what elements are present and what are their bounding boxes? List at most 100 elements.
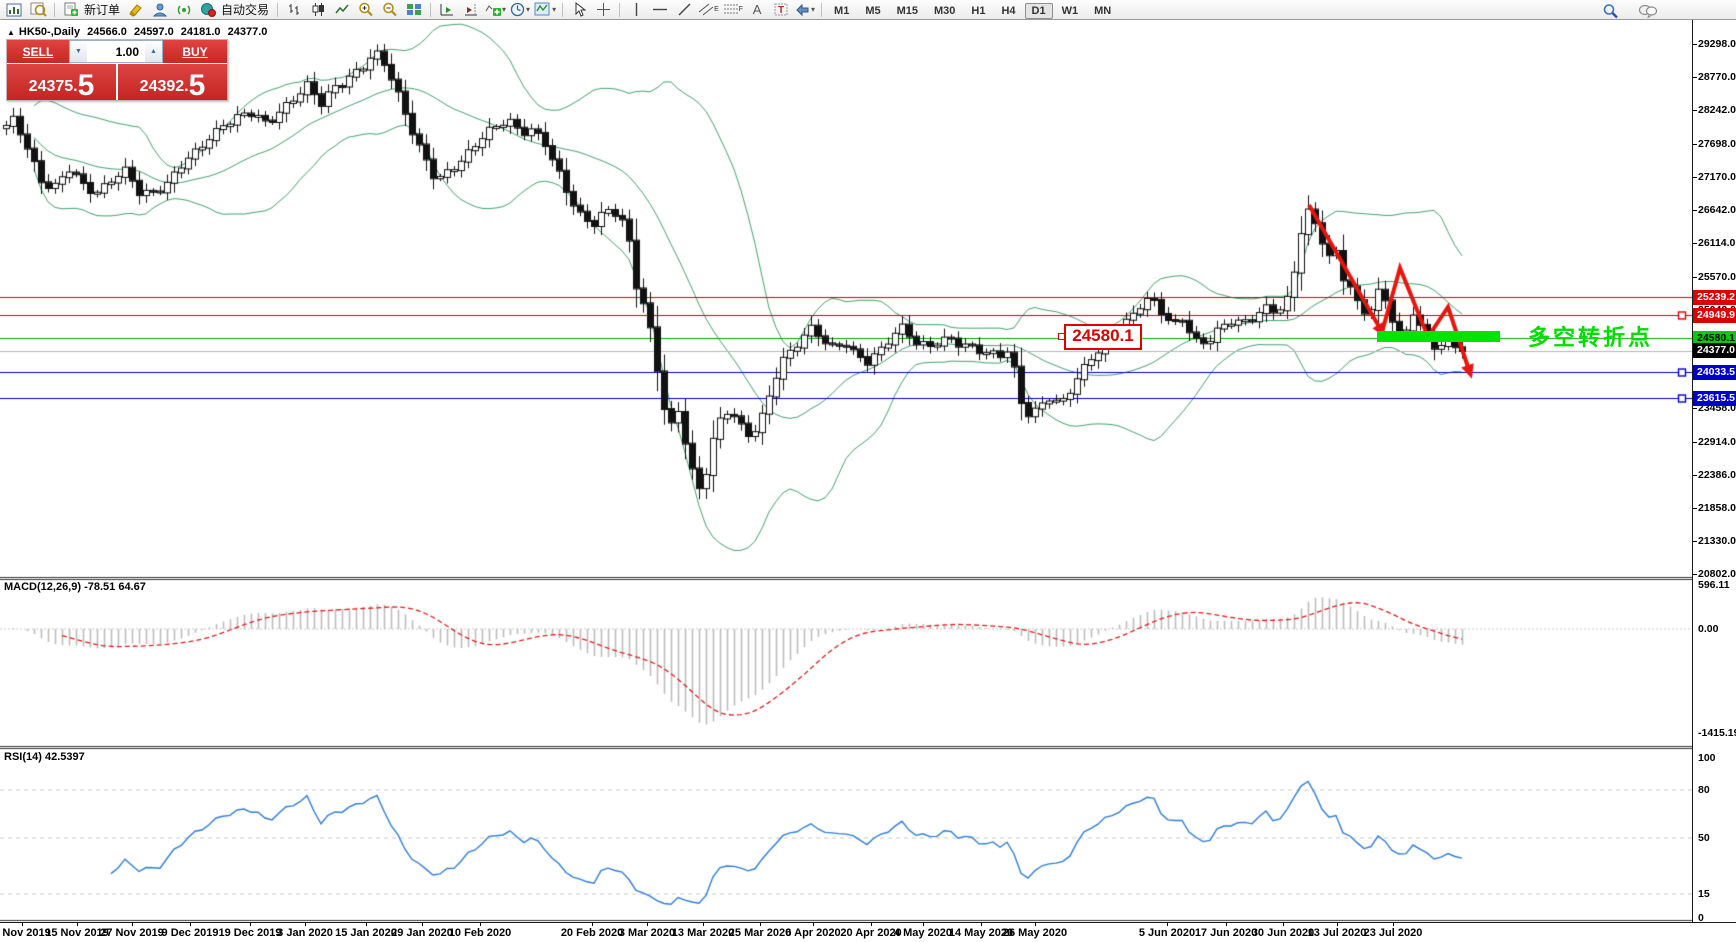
timeframe-button-mn[interactable]: MN — [1094, 4, 1112, 17]
chart-shift-icon[interactable] — [459, 0, 483, 19]
highlight-tool-icon[interactable] — [124, 0, 148, 19]
timeframe-button-w1[interactable]: W1 — [1061, 4, 1079, 17]
price-tick-label: 26642.0 — [1693, 203, 1736, 216]
date-label: 3 Mar 2020 — [618, 927, 676, 939]
buy-price-int: 24392 — [139, 78, 185, 95]
autoscroll-icon[interactable] — [435, 0, 459, 19]
date-label: 20 Feb 2020 — [560, 927, 624, 939]
price-tick-label: 28242.0 — [1693, 103, 1736, 116]
macd-axis-label: -1415.19 — [1698, 727, 1736, 740]
date-label: 13 Jul 2020 — [1307, 927, 1367, 939]
svg-text:T: T — [778, 5, 784, 16]
chat-icon[interactable] — [1636, 1, 1660, 20]
horizontal-line-tool-icon[interactable] — [648, 0, 672, 19]
timeframe-group: M1 M5 M15 M30 H1 H4 D1 W1 MN — [826, 2, 1119, 19]
turning-point-annotation[interactable]: 多空转折点 — [1528, 325, 1654, 350]
autotrade-icon[interactable] — [196, 0, 220, 19]
price-tag: 25239.2 — [1693, 289, 1736, 305]
zoom-in-icon[interactable] — [354, 0, 378, 19]
timeframe-button-h4[interactable]: H4 — [1001, 4, 1016, 17]
date-tick — [480, 923, 481, 926]
date-tick — [250, 923, 251, 926]
volume-decrease-button[interactable]: ▼ — [70, 41, 87, 62]
timeframe-button-h1[interactable]: H1 — [971, 4, 986, 17]
price-tag: 24033.5 — [1693, 364, 1736, 380]
toolbar-separator — [821, 2, 823, 17]
text-tool-label: A — [752, 2, 762, 17]
fibonacci-tool-icon[interactable]: F — [721, 0, 745, 19]
collapse-marker-icon[interactable]: ▲ — [7, 28, 15, 37]
price-tick-label: 21858.0 — [1693, 502, 1736, 515]
vertical-line-tool-icon[interactable] — [624, 0, 648, 19]
price-chart-canvas[interactable] — [0, 20, 1692, 922]
toolbar-separator — [430, 2, 432, 17]
cursor-icon[interactable] — [567, 0, 591, 19]
price-tag: 24949.9 — [1693, 307, 1736, 323]
timeframe-button-m15[interactable]: M15 — [896, 4, 919, 17]
date-label: 15 Nov 2019 — [45, 927, 109, 939]
shapes-tool-icon[interactable]: ▾ — [793, 0, 817, 19]
toolbar-separator — [562, 2, 564, 17]
toolbar-separator — [54, 2, 55, 17]
timeframe-button-d1[interactable]: D1 — [1024, 2, 1053, 19]
volume-increase-button[interactable]: ▲ — [145, 41, 162, 62]
indicators-icon[interactable]: ▾ — [483, 0, 508, 19]
buy-price-frac: 5 — [188, 68, 206, 102]
date-tick — [422, 923, 423, 926]
buy-price-display[interactable]: 24392. 5 — [118, 64, 227, 100]
date-tick — [77, 923, 78, 926]
sell-price-display[interactable]: 24375. 5 — [7, 64, 116, 100]
new-order-label[interactable]: 新订单 — [84, 3, 121, 17]
date-tick — [132, 923, 133, 926]
buy-button[interactable]: BUY — [163, 40, 227, 63]
volume-input[interactable] — [87, 41, 145, 62]
date-label: 29 Jan 2020 — [391, 927, 453, 939]
chevron-down-icon: ▾ — [552, 5, 557, 14]
profile-icon[interactable] — [148, 0, 172, 19]
ohlc-low: 24181.0 — [180, 26, 221, 38]
support-zone-bar[interactable] — [1377, 331, 1500, 342]
date-tick — [366, 923, 367, 926]
timeframe-button-m30[interactable]: M30 — [934, 4, 956, 17]
trendline-tool-icon[interactable] — [672, 0, 696, 19]
rsi-axis-label: 100 — [1698, 752, 1716, 764]
channel-tool-label: E — [714, 6, 719, 13]
price-axis[interactable]: 29298.0 28770.0 28242.0 27698.0 27170.0 26642… — [1692, 20, 1736, 924]
chart-header: ▲ HK50-,Daily 24566.0 24597.0 24181.0 243… — [7, 26, 271, 38]
bar-chart-icon[interactable] — [282, 0, 306, 19]
price-tick-label: 22914.0 — [1693, 436, 1736, 449]
price-annotation-box[interactable]: 24580.1 — [1058, 324, 1142, 350]
chart-preview-icon[interactable] — [26, 0, 50, 19]
date-tick — [190, 923, 191, 926]
new-order-icon[interactable] — [59, 0, 83, 19]
zoom-out-icon[interactable] — [378, 0, 402, 19]
periods-icon[interactable]: ▾ — [508, 0, 532, 19]
rsi-indicator-label: RSI(14) 42.5397 — [4, 751, 85, 763]
text-tool-icon[interactable]: A — [745, 0, 769, 19]
autotrade-label[interactable]: 自动交易 — [221, 3, 270, 17]
signal-icon[interactable] — [172, 0, 196, 19]
timeframe-button-m1[interactable]: M1 — [834, 4, 850, 17]
search-icon[interactable] — [1598, 1, 1622, 20]
date-tick — [1337, 923, 1338, 926]
templates-icon[interactable]: ▾ — [532, 0, 558, 19]
timeframe-button-m5[interactable]: M5 — [865, 4, 881, 17]
sell-button[interactable]: SELL — [7, 40, 69, 63]
tile-windows-icon[interactable] — [402, 0, 426, 19]
date-tick — [1283, 923, 1284, 926]
candlestick-chart-icon[interactable] — [306, 0, 330, 19]
chart-window-icon[interactable] — [2, 0, 26, 19]
line-chart-icon[interactable] — [330, 0, 354, 19]
price-tick-label: 25570.0 — [1693, 270, 1736, 283]
date-label: 5 Jun 2020 — [1138, 927, 1196, 939]
price-tick-label: 21330.0 — [1693, 535, 1736, 548]
date-label: 9 Dec 2019 — [161, 927, 219, 939]
text-label-tool-icon[interactable]: T — [769, 0, 793, 19]
rsi-axis-label: 15 — [1698, 888, 1710, 900]
channel-tool-icon[interactable]: E — [696, 0, 721, 19]
toolbar: 新订单 自动交易 — [0, 0, 1736, 20]
sell-price-dot: . — [73, 78, 78, 95]
crosshair-icon[interactable] — [591, 0, 615, 19]
